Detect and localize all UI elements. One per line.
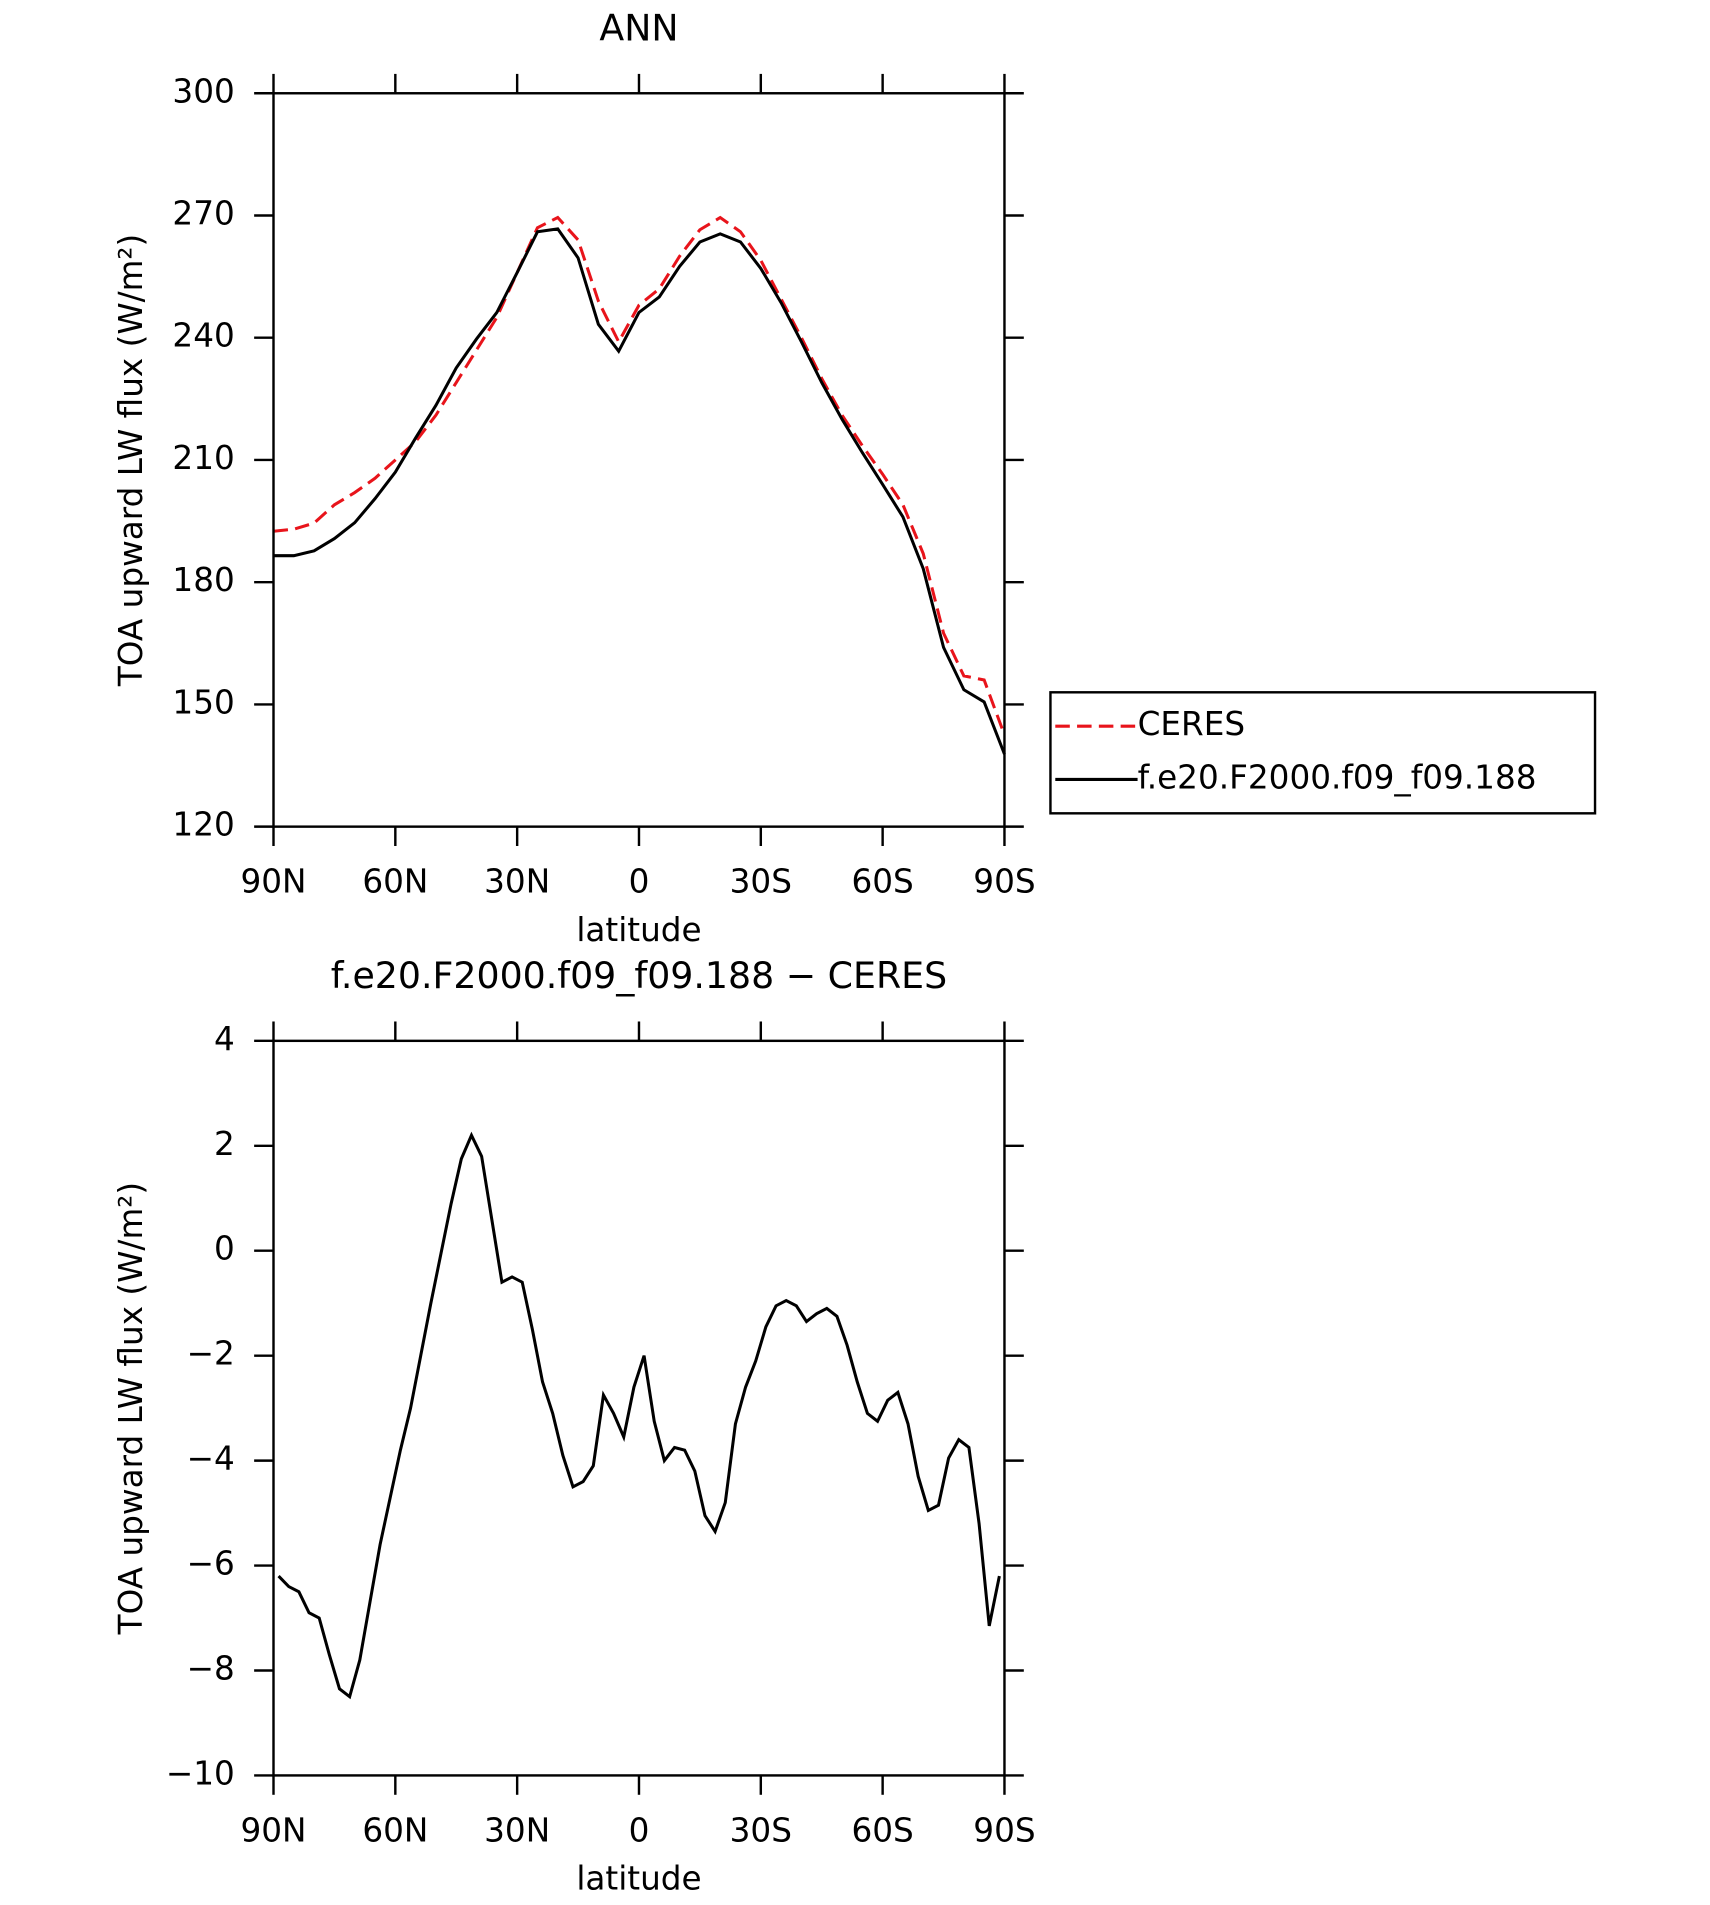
y-tick-label: 240 <box>172 317 234 355</box>
x-tick-label: 0 <box>629 863 650 901</box>
x-tick-label: 90N <box>241 1811 307 1849</box>
x-tick-label: 90S <box>973 1811 1035 1849</box>
y-axis-label: TOA upward LW flux (W/m²) <box>112 234 150 687</box>
x-tick-label: 90S <box>973 863 1035 901</box>
y-tick-label: 2 <box>214 1125 235 1163</box>
y-tick-label: −2 <box>187 1335 235 1373</box>
legend-label: CERES <box>1138 705 1246 743</box>
x-tick-label: 60N <box>362 863 428 901</box>
y-tick-label: 210 <box>172 439 234 477</box>
x-tick-label: 60S <box>851 863 913 901</box>
x-axis-label: latitude <box>576 1860 701 1898</box>
plot-frame <box>272 1039 1006 1777</box>
y-tick-label: 4 <box>214 1020 235 1058</box>
chart-title: f.e20.F2000.f09_f09.188 − CERES <box>331 954 947 997</box>
x-tick-label: 30S <box>730 1811 792 1849</box>
y-axis-label: TOA upward LW flux (W/m²) <box>112 1182 150 1635</box>
x-tick-label: 30N <box>484 1811 550 1849</box>
y-tick-label: 0 <box>214 1230 235 1268</box>
x-tick-label: 60N <box>362 1811 428 1849</box>
x-tick-label: 30S <box>730 863 792 901</box>
x-tick-label: 90N <box>241 863 307 901</box>
series-line <box>277 1131 1001 1700</box>
series-line <box>273 227 1006 755</box>
chart-title: ANN <box>599 6 678 49</box>
y-tick-label: −6 <box>187 1545 235 1583</box>
y-tick-label: 270 <box>172 194 234 232</box>
x-axis-label: latitude <box>576 911 701 949</box>
y-tick-label: 150 <box>172 683 234 721</box>
plot-frame <box>272 92 1006 828</box>
y-tick-label: 120 <box>172 806 234 844</box>
y-tick-label: 300 <box>172 72 234 110</box>
x-tick-label: 60S <box>851 1811 913 1849</box>
y-tick-label: −10 <box>166 1754 235 1792</box>
y-tick-label: −8 <box>187 1649 235 1687</box>
x-tick-label: 0 <box>629 1811 650 1849</box>
y-tick-label: −4 <box>187 1440 235 1478</box>
series-line <box>273 215 1006 736</box>
legend-box <box>1049 691 1597 815</box>
x-tick-label: 30N <box>484 863 550 901</box>
legend-label: f.e20.F2000.f09_f09.188 <box>1138 758 1537 796</box>
y-tick-label: 180 <box>172 561 234 599</box>
